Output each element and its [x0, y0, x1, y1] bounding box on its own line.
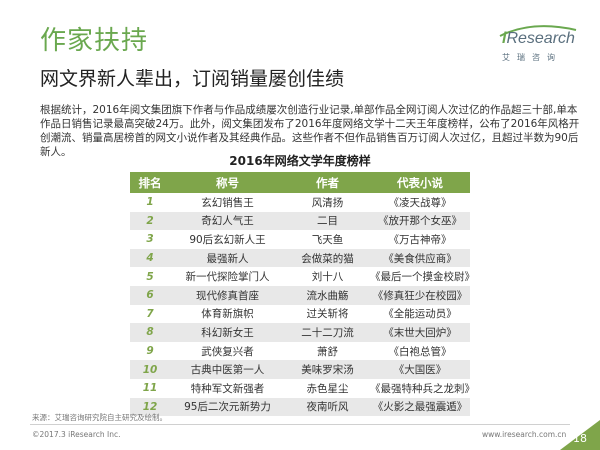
logo-swoosh-icon — [499, 25, 577, 37]
title-cell: 古典中医第一人 — [170, 360, 285, 379]
novel-cell: 《白袍总管》 — [370, 341, 470, 361]
rank-cell: 12 — [130, 397, 170, 417]
rank-cell: 5 — [130, 267, 170, 286]
novel-cell: 《大国医》 — [370, 360, 470, 379]
novel-cell: 《火影之最强震遁》 — [370, 397, 470, 417]
novel-cell: 《美食供应商》 — [370, 248, 470, 268]
footer-divider — [30, 424, 570, 425]
website-link[interactable]: www.iresearch.com.cn — [482, 430, 567, 439]
title-cell: 武侠复兴者 — [170, 341, 285, 361]
table-row: 10 古典中医第一人 美味罗宋汤 《大国医》 — [130, 360, 470, 379]
rank-cell: 7 — [130, 304, 170, 324]
novel-cell: 《最后一个摸金校尉》 — [370, 267, 475, 286]
rank-cell: 9 — [130, 341, 170, 361]
logo-subtitle: 艾瑞咨询 — [502, 53, 562, 62]
page-title: 作家扶持 — [40, 26, 149, 56]
rank-cell: 8 — [130, 323, 170, 342]
rank-cell: 3 — [130, 230, 170, 249]
title-cell: 95后二次元新势力 — [170, 397, 285, 417]
author-cell: 夜南听风 — [285, 397, 370, 417]
ranking-table: 排名 称号 作者 代表小说 1 玄幻销售王 风清扬 《凌天战尊》 2 奇幻人气王 二目 《放开… — [130, 172, 475, 417]
title-cell: 体育新旗帜 — [170, 304, 285, 324]
rank-cell: 1 — [130, 193, 170, 212]
intro-paragraph: 根据统计，2016年阅文集团旗下作者与作品成绩屡次创造行业记录,单部作品全网订阅… — [40, 104, 580, 158]
logo-wordmark: iResearch — [502, 30, 575, 47]
rank-cell: 4 — [130, 248, 170, 268]
novel-cell: 《最强特种兵之龙刺》 — [370, 378, 475, 398]
author-cell: 刘十八 — [285, 267, 370, 286]
author-cell: 美味罗宋汤 — [285, 360, 370, 379]
table-row: 1 玄幻销售王 风清扬 《凌天战尊》 — [130, 193, 470, 212]
novel-cell: 《修真狂少在校园》 — [370, 285, 470, 305]
title-cell: 现代修真首座 — [170, 285, 285, 305]
table-row: 8 科幻新女王 二十二刀流 《末世大回炉》 — [130, 323, 470, 342]
table-row: 9 武侠复兴者 萧舒 《白袍总管》 — [130, 341, 470, 361]
title-cell: 新一代探险掌门人 — [170, 267, 285, 286]
rank-cell: 2 — [130, 211, 170, 231]
novel-cell: 《全能运动员》 — [370, 304, 470, 324]
table-row: 6 现代修真首座 流水曲觞 《修真狂少在校园》 — [130, 285, 470, 305]
header-novel: 代表小说 — [370, 172, 470, 193]
table-row: 7 体育新旗帜 过关斩将 《全能运动员》 — [130, 304, 470, 324]
novel-cell: 《放开那个女巫》 — [370, 211, 470, 231]
page-corner-triangle — [560, 420, 600, 450]
table-row: 12 95后二次元新势力 夜南听风 《火影之最强震遁》 — [130, 397, 470, 417]
iresearch-logo: iResearch 艾瑞咨询 — [492, 25, 582, 70]
author-cell: 赤色星尘 — [285, 378, 370, 398]
header-rank: 排名 — [130, 172, 170, 193]
rank-cell: 10 — [130, 360, 170, 379]
author-cell: 飞天鱼 — [285, 230, 370, 249]
novel-cell: 《凌天战尊》 — [370, 193, 470, 212]
title-cell: 科幻新女王 — [170, 323, 285, 342]
table-title: 2016年网络文学年度榜样 — [229, 154, 371, 168]
author-cell: 风清扬 — [285, 193, 370, 212]
title-cell: 奇幻人气王 — [170, 211, 285, 231]
author-cell: 过关斩将 — [285, 304, 370, 324]
title-cell: 玄幻销售王 — [170, 193, 285, 212]
title-cell: 最强新人 — [170, 248, 285, 268]
rank-cell: 6 — [130, 285, 170, 305]
title-cell: 特种军文新强者 — [170, 378, 285, 398]
header-title: 称号 — [170, 172, 285, 193]
table-row: 4 最强新人 会做菜的猫 《美食供应商》 — [130, 248, 470, 268]
author-cell: 萧舒 — [285, 341, 370, 361]
novel-cell: 《万古神帝》 — [370, 230, 470, 249]
title-cell: 90后玄幻新人王 — [170, 230, 285, 249]
table-row: 2 奇幻人气王 二目 《放开那个女巫》 — [130, 211, 470, 231]
novel-cell: 《末世大回炉》 — [370, 323, 470, 342]
source-note: 来源：艾瑞咨询研究院自主研究及绘制。 — [32, 413, 167, 422]
copyright: ©2017.3 iResearch Inc. — [32, 430, 121, 439]
header-author: 作者 — [285, 172, 370, 193]
table-row: 5 新一代探险掌门人 刘十八 《最后一个摸金校尉》 — [130, 267, 475, 286]
author-cell: 二十二刀流 — [285, 323, 370, 342]
table-row: 3 90后玄幻新人王 飞天鱼 《万古神帝》 — [130, 230, 470, 249]
table-row: 11 特种军文新强者 赤色星尘 《最强特种兵之龙刺》 — [130, 378, 475, 398]
author-cell: 二目 — [285, 211, 370, 231]
page-number: 18 — [573, 432, 587, 445]
table-header-row: 排名 称号 作者 代表小说 — [130, 172, 470, 193]
page-subtitle: 网文界新人辈出，订阅销量屡创佳绩 — [40, 68, 345, 90]
author-cell: 会做菜的猫 — [285, 248, 370, 268]
author-cell: 流水曲觞 — [285, 285, 370, 305]
rank-cell: 11 — [130, 378, 170, 398]
